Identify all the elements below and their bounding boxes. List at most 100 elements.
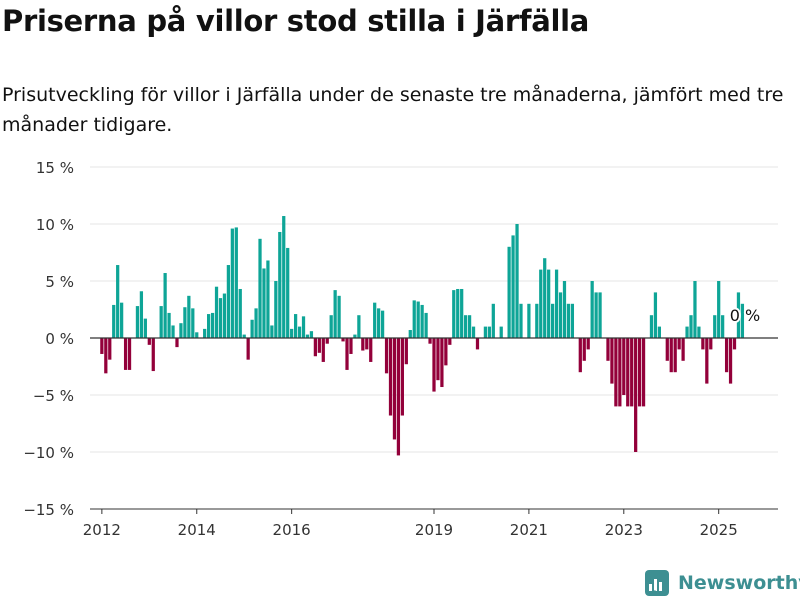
bar: [428, 338, 432, 344]
bar: [175, 338, 179, 348]
bar: [218, 298, 223, 338]
bar: [195, 332, 199, 338]
bar: [487, 326, 491, 338]
bar: [539, 269, 543, 338]
bar: [713, 315, 717, 338]
bar: [594, 292, 598, 338]
bar: [630, 338, 634, 407]
bar: [191, 308, 195, 338]
bar: [404, 338, 408, 365]
bar: [163, 273, 167, 338]
y-tick-label: −5 %: [33, 387, 74, 405]
newsworthy-logo-icon: [645, 570, 669, 596]
bar: [127, 338, 132, 370]
bar: [657, 326, 662, 338]
bar: [242, 334, 246, 338]
bar: [274, 281, 278, 338]
bar: [266, 260, 270, 338]
bar: [491, 303, 495, 338]
bar: [254, 308, 258, 338]
bar: [206, 314, 211, 338]
bar: [234, 227, 238, 338]
bar: [590, 281, 594, 338]
bar: [740, 303, 745, 338]
bar: [305, 334, 310, 338]
y-tick-label: 15 %: [36, 159, 74, 177]
bar: [282, 216, 286, 338]
bar: [641, 338, 646, 407]
bar: [634, 338, 638, 452]
x-tick-label: 2014: [178, 521, 216, 539]
bar: [345, 338, 349, 370]
latest-value-annotation: 0 %: [730, 306, 760, 325]
bar: [396, 338, 401, 456]
bar: [416, 301, 420, 338]
bar: [171, 325, 175, 338]
bar: [440, 338, 444, 388]
bar: [159, 306, 163, 338]
bar: [297, 326, 302, 338]
bar: [677, 338, 681, 350]
y-tick-label: 10 %: [36, 216, 74, 234]
bar: [432, 338, 436, 392]
bar: [614, 338, 618, 407]
bar: [290, 328, 294, 338]
bar: [570, 303, 575, 338]
bar: [341, 338, 345, 342]
bar: [309, 331, 314, 338]
bar: [123, 338, 128, 370]
bar: [444, 338, 448, 366]
bar: [183, 307, 187, 338]
bar: [701, 338, 705, 350]
bar: [325, 338, 329, 344]
bar: [116, 265, 120, 338]
bar: [471, 326, 476, 338]
tick-labels: 15 % 10 % 5 % 0 % −5 % −10 % −15 % 2012 2014 2016…: [23, 159, 762, 539]
bar: [511, 235, 515, 338]
bar: [143, 318, 147, 338]
chart-subtitle: Prisutveckling för villor i Järfälla und…: [2, 84, 784, 136]
bar: [626, 338, 630, 407]
bar: [586, 338, 590, 350]
bar: [222, 293, 227, 338]
bar: [203, 328, 207, 338]
bar: [610, 338, 614, 384]
bar: [250, 319, 254, 338]
bar: [681, 338, 685, 361]
y-tick-label: −15 %: [23, 501, 74, 519]
y-tick-label: 5 %: [45, 273, 74, 291]
bar: [187, 295, 191, 338]
bar: [424, 312, 428, 338]
bar: [464, 315, 468, 338]
bar: [293, 314, 298, 338]
bar: [721, 315, 725, 338]
bar: [230, 228, 234, 338]
bar: [270, 325, 274, 338]
bar: [697, 326, 701, 338]
bar: [606, 338, 610, 361]
bar: [408, 330, 412, 338]
bar: [214, 286, 219, 338]
bar: [412, 300, 416, 338]
bar: [179, 323, 183, 338]
bar: [420, 304, 424, 338]
bar: [578, 338, 582, 373]
bar: [736, 292, 741, 338]
bar: [373, 302, 377, 338]
bar: [547, 269, 551, 338]
bar: [400, 338, 404, 416]
bar: [262, 268, 266, 338]
bar: [226, 265, 231, 338]
bar: [467, 315, 472, 338]
bar: [369, 338, 373, 362]
brand-name: Newsworthy: [678, 572, 800, 594]
x-tick-label: 2025: [700, 521, 738, 539]
bar: [452, 290, 456, 338]
bar: [460, 288, 464, 338]
x-tick-label: 2021: [510, 521, 548, 539]
bar: [543, 258, 547, 338]
bar: [357, 315, 361, 338]
bar: [377, 308, 381, 338]
bar: [361, 338, 365, 351]
bar: [337, 295, 341, 338]
